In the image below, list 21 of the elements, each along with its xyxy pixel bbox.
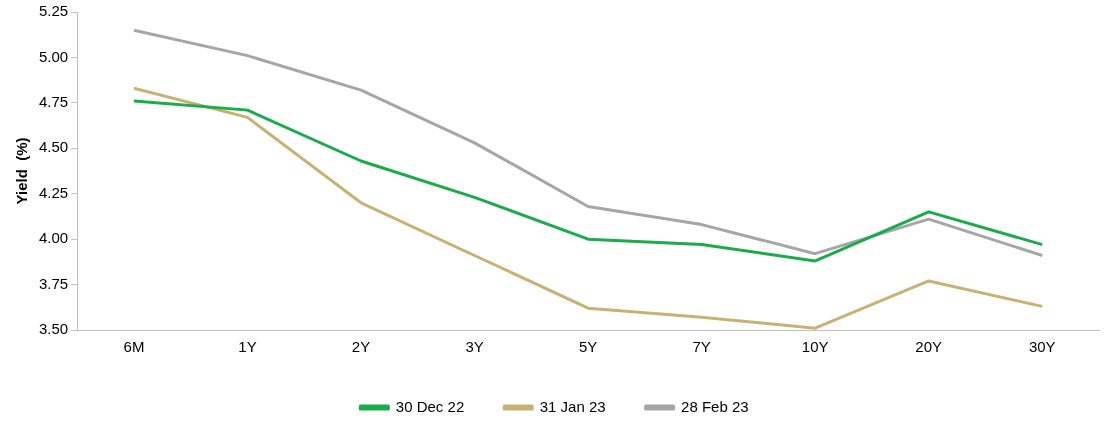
y-tick-label: 4.00: [38, 229, 69, 247]
y-tick-label: 3.75: [38, 274, 69, 292]
x-tick-label: 7Y: [692, 338, 711, 356]
legend-label: 31 Jan 23: [539, 397, 606, 415]
y-axis-title: Yield (%): [13, 137, 31, 205]
x-tick-label: 10Y: [801, 338, 829, 356]
x-tick-label: 1Y: [238, 338, 257, 356]
y-tick-label: 5.00: [38, 47, 69, 65]
x-tick-label: 20Y: [915, 338, 943, 356]
y-tick-label: 4.25: [38, 183, 69, 201]
y-tick-label: 4.75: [38, 93, 69, 110]
y-tick-label: 3.50: [38, 320, 69, 338]
x-tick-label: 2Y: [351, 338, 371, 356]
y-tick-label: 5.25: [38, 2, 69, 20]
legend-label: 28 Feb 23: [681, 397, 749, 415]
legend-label: 30 Dec 22: [395, 397, 465, 415]
x-tick-label: 6M: [123, 338, 145, 356]
y-tick-label: 4.50: [38, 138, 69, 156]
x-tick-label: 3Y: [465, 338, 484, 356]
x-tick-label: 5Y: [578, 338, 598, 356]
x-tick-label: 30Y: [1028, 338, 1056, 356]
